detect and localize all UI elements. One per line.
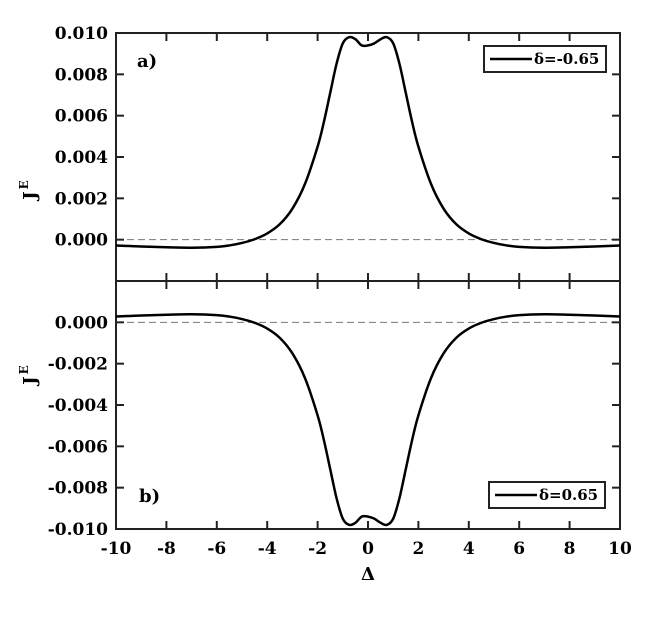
series-line (115, 313, 621, 527)
x-tick-label: 6 (513, 539, 525, 559)
y-axis-label: JE (17, 365, 41, 387)
y-axis-label: JE (17, 180, 41, 202)
x-tick-label: 0 (362, 539, 374, 559)
x-axis-label: Δ (361, 564, 375, 585)
y-tick-label: -0.008 (48, 479, 108, 499)
panel-b: -0.010 -0.008 -0.006 -0.004 -0.002 0.000 -10 -8… (17, 280, 632, 559)
x-tick-label: -6 (207, 539, 226, 559)
legend-label: δ=0.65 (539, 486, 598, 504)
panel-label: b) (139, 486, 160, 507)
y-tick-label: 0.006 (55, 107, 108, 127)
panel-label: a) (137, 51, 157, 72)
y-tick-label: 0.000 (55, 313, 108, 333)
y-tick-label: 0.000 (55, 231, 108, 251)
x-tick-label: 10 (608, 539, 632, 559)
y-tick-label: -0.010 (48, 520, 108, 540)
y-tick-label: -0.002 (48, 355, 108, 375)
x-tick-label: -4 (258, 539, 277, 559)
y-tick-label: -0.006 (48, 437, 108, 457)
x-tick-label: 4 (463, 539, 475, 559)
x-tick-label: -10 (101, 539, 132, 559)
legend-label: δ=-0.65 (534, 50, 599, 68)
x-tick-label: -8 (157, 539, 176, 559)
x-tick-label: 8 (564, 539, 576, 559)
panel-a: 0.000 0.002 0.004 0.006 0.008 0.010 δ=-0.65 a) J… (17, 24, 621, 282)
y-tick-label: -0.004 (48, 396, 108, 416)
series-line (115, 35, 621, 249)
y-tick-label: 0.008 (55, 65, 108, 85)
x-tick-label: -2 (308, 539, 327, 559)
y-tick-label: 0.010 (55, 24, 108, 44)
x-tick-label: 2 (412, 539, 424, 559)
y-tick-label: 0.002 (55, 189, 108, 209)
y-tick-label: 0.004 (55, 148, 108, 168)
